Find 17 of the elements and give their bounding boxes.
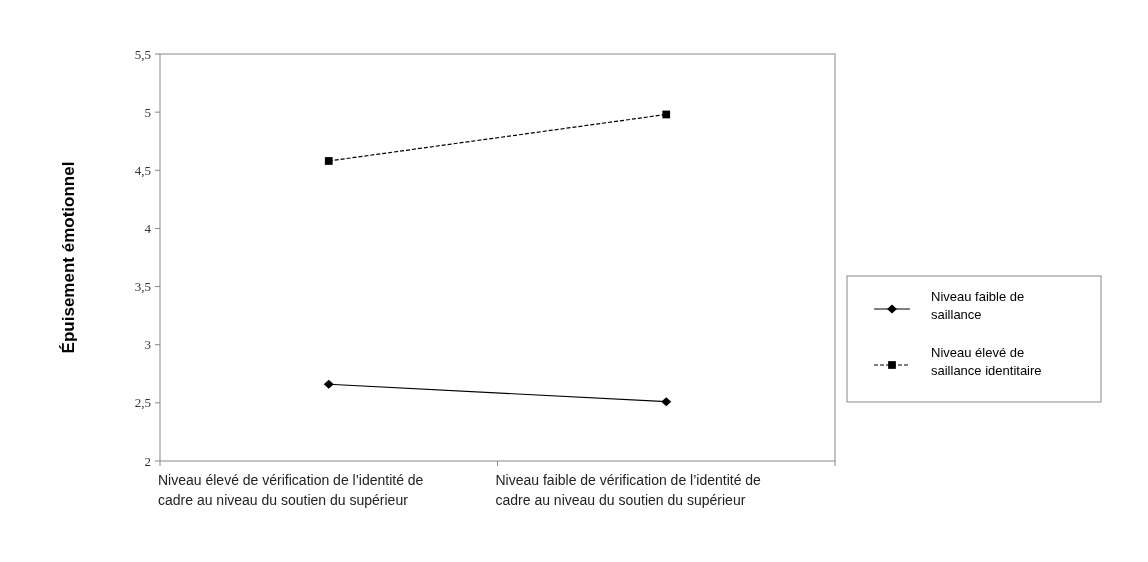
y-tick-label: 5,5 xyxy=(134,46,151,62)
y-tick-label: 2 xyxy=(144,453,151,469)
x-tick-label: Niveau faible de vérification de l’identité de cadre au niveau du soutien du supérieur xyxy=(495,472,762,508)
legend-label: Niveau élevé de saillance identitaire xyxy=(931,345,1042,378)
x-tick-label: Niveau élevé de vérification de l’identité de cadre au niveau du soutien du supérieur xyxy=(158,472,424,508)
point xyxy=(324,157,333,165)
legend-label: Niveau faible de saillance xyxy=(931,289,1025,322)
point xyxy=(661,397,672,407)
point xyxy=(323,379,334,389)
y-tick-label: 4 xyxy=(144,220,152,236)
y-tick-label: 2,5 xyxy=(134,395,151,411)
y-tick-label: 3 xyxy=(144,337,151,353)
y-tick-label: 5 xyxy=(144,104,151,120)
y-tick-label: 4,5 xyxy=(134,162,151,178)
point xyxy=(662,110,671,119)
y-axis-title: Épuisement émotionnel xyxy=(59,161,78,354)
y-tick-label: 3,5 xyxy=(134,279,151,295)
